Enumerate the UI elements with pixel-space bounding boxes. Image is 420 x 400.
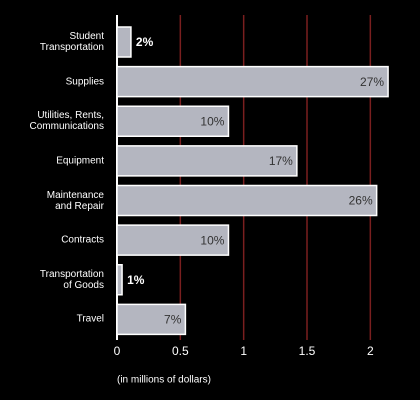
value-label: 26%: [349, 194, 373, 208]
bar: [116, 224, 230, 256]
bar: [116, 303, 187, 336]
bar: [116, 65, 389, 98]
value-label: 1%: [127, 273, 145, 287]
value-label: 10%: [200, 114, 224, 128]
value-label: 10%: [200, 233, 224, 247]
x-tick-label: 0: [114, 344, 121, 358]
y-tick-label: Utilities, Rents, Communications: [29, 110, 104, 133]
y-tick-label: Equipment: [56, 155, 104, 167]
value-label: 2%: [136, 35, 154, 49]
x-axis-label: (in millions of dollars): [117, 375, 211, 386]
x-tick-label: 0.5: [172, 344, 189, 358]
y-tick-label: Travel: [76, 313, 104, 325]
y-tick-label: Transportation of Goods: [39, 268, 104, 291]
y-tick-label: Contracts: [61, 234, 104, 246]
y-tick-label: Student Transportation: [39, 31, 104, 53]
value-label: 17%: [269, 154, 293, 168]
x-tick-label: 1: [240, 344, 247, 358]
bar: [116, 184, 378, 217]
bar: [116, 145, 298, 177]
bar: [116, 105, 230, 137]
x-tick-label: 1.5: [299, 344, 316, 358]
x-tick-label: 2: [367, 344, 374, 358]
y-tick-label: Maintenance and Repair: [46, 189, 104, 212]
value-label: 27%: [360, 75, 384, 89]
bar: [116, 26, 132, 58]
value-label: 7%: [164, 313, 182, 327]
y-tick-label: Supplies: [65, 76, 104, 88]
bar: [116, 264, 123, 296]
